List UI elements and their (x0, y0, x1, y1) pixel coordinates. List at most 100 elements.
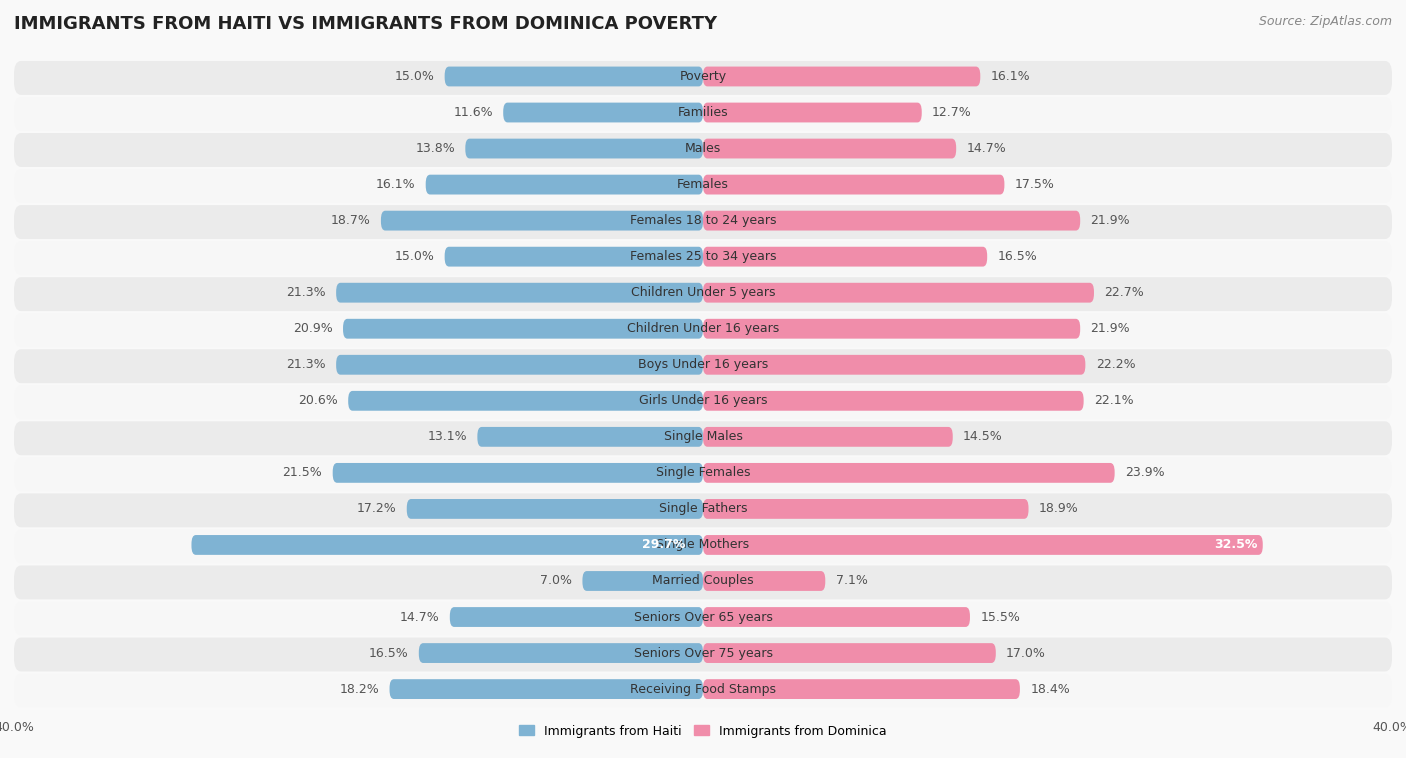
Text: 32.5%: 32.5% (1215, 538, 1257, 552)
FancyBboxPatch shape (336, 355, 703, 374)
FancyBboxPatch shape (406, 499, 703, 518)
Text: 20.9%: 20.9% (292, 322, 333, 335)
Text: 12.7%: 12.7% (932, 106, 972, 119)
FancyBboxPatch shape (444, 247, 703, 267)
Text: 14.7%: 14.7% (966, 142, 1007, 155)
FancyBboxPatch shape (465, 139, 703, 158)
FancyBboxPatch shape (703, 499, 1029, 518)
Text: 18.7%: 18.7% (330, 214, 371, 227)
FancyBboxPatch shape (703, 643, 995, 663)
Text: 21.9%: 21.9% (1091, 214, 1130, 227)
Text: 17.5%: 17.5% (1015, 178, 1054, 191)
Text: 16.5%: 16.5% (368, 647, 409, 659)
FancyBboxPatch shape (14, 133, 1392, 167)
FancyBboxPatch shape (14, 61, 1392, 95)
Text: 18.9%: 18.9% (1039, 503, 1078, 515)
Text: 15.5%: 15.5% (980, 610, 1021, 624)
FancyBboxPatch shape (703, 102, 922, 123)
Text: Receiving Food Stamps: Receiving Food Stamps (630, 683, 776, 696)
Text: 23.9%: 23.9% (1125, 466, 1164, 479)
Text: 11.6%: 11.6% (453, 106, 494, 119)
FancyBboxPatch shape (14, 385, 1392, 419)
Text: Males: Males (685, 142, 721, 155)
FancyBboxPatch shape (333, 463, 703, 483)
Text: 16.1%: 16.1% (375, 178, 415, 191)
Text: Boys Under 16 years: Boys Under 16 years (638, 359, 768, 371)
FancyBboxPatch shape (419, 643, 703, 663)
FancyBboxPatch shape (703, 607, 970, 627)
Text: Seniors Over 65 years: Seniors Over 65 years (634, 610, 772, 624)
Text: 20.6%: 20.6% (298, 394, 337, 407)
Text: 22.2%: 22.2% (1095, 359, 1135, 371)
FancyBboxPatch shape (14, 421, 1392, 456)
Text: Single Fathers: Single Fathers (659, 503, 747, 515)
FancyBboxPatch shape (703, 679, 1019, 699)
FancyBboxPatch shape (703, 139, 956, 158)
Text: Married Couples: Married Couples (652, 575, 754, 587)
Text: Single Males: Single Males (664, 431, 742, 443)
FancyBboxPatch shape (703, 319, 1080, 339)
FancyBboxPatch shape (703, 535, 1263, 555)
FancyBboxPatch shape (444, 67, 703, 86)
FancyBboxPatch shape (14, 313, 1392, 347)
Text: Females: Females (678, 178, 728, 191)
FancyBboxPatch shape (703, 427, 953, 446)
FancyBboxPatch shape (703, 391, 1084, 411)
FancyBboxPatch shape (381, 211, 703, 230)
FancyBboxPatch shape (343, 319, 703, 339)
Text: Females 25 to 34 years: Females 25 to 34 years (630, 250, 776, 263)
Text: 21.5%: 21.5% (283, 466, 322, 479)
Legend: Immigrants from Haiti, Immigrants from Dominica: Immigrants from Haiti, Immigrants from D… (515, 719, 891, 743)
FancyBboxPatch shape (703, 247, 987, 267)
FancyBboxPatch shape (14, 637, 1392, 672)
Text: 7.0%: 7.0% (540, 575, 572, 587)
FancyBboxPatch shape (14, 674, 1392, 707)
Text: Children Under 16 years: Children Under 16 years (627, 322, 779, 335)
Text: 15.0%: 15.0% (395, 70, 434, 83)
FancyBboxPatch shape (14, 169, 1392, 203)
Text: 16.5%: 16.5% (997, 250, 1038, 263)
FancyBboxPatch shape (703, 174, 1004, 195)
Text: 22.1%: 22.1% (1094, 394, 1133, 407)
FancyBboxPatch shape (14, 457, 1392, 491)
FancyBboxPatch shape (389, 679, 703, 699)
FancyBboxPatch shape (703, 463, 1115, 483)
FancyBboxPatch shape (478, 427, 703, 446)
Text: Seniors Over 75 years: Seniors Over 75 years (634, 647, 772, 659)
FancyBboxPatch shape (703, 67, 980, 86)
FancyBboxPatch shape (14, 205, 1392, 239)
Text: 21.3%: 21.3% (287, 359, 326, 371)
FancyBboxPatch shape (14, 529, 1392, 563)
FancyBboxPatch shape (14, 97, 1392, 131)
FancyBboxPatch shape (14, 277, 1392, 311)
Text: 18.4%: 18.4% (1031, 683, 1070, 696)
Text: IMMIGRANTS FROM HAITI VS IMMIGRANTS FROM DOMINICA POVERTY: IMMIGRANTS FROM HAITI VS IMMIGRANTS FROM… (14, 15, 717, 33)
Text: 22.7%: 22.7% (1104, 287, 1144, 299)
FancyBboxPatch shape (703, 283, 1094, 302)
Text: 14.7%: 14.7% (399, 610, 440, 624)
Text: 13.1%: 13.1% (427, 431, 467, 443)
Text: Females 18 to 24 years: Females 18 to 24 years (630, 214, 776, 227)
Text: 29.7%: 29.7% (643, 538, 686, 552)
FancyBboxPatch shape (349, 391, 703, 411)
Text: Children Under 5 years: Children Under 5 years (631, 287, 775, 299)
Text: Families: Families (678, 106, 728, 119)
Text: 13.8%: 13.8% (415, 142, 456, 155)
FancyBboxPatch shape (703, 211, 1080, 230)
FancyBboxPatch shape (14, 565, 1392, 600)
FancyBboxPatch shape (336, 283, 703, 302)
FancyBboxPatch shape (703, 571, 825, 591)
Text: 7.1%: 7.1% (835, 575, 868, 587)
FancyBboxPatch shape (582, 571, 703, 591)
Text: Single Females: Single Females (655, 466, 751, 479)
FancyBboxPatch shape (14, 241, 1392, 275)
FancyBboxPatch shape (14, 602, 1392, 635)
FancyBboxPatch shape (503, 102, 703, 123)
FancyBboxPatch shape (191, 535, 703, 555)
Text: 15.0%: 15.0% (395, 250, 434, 263)
Text: 21.3%: 21.3% (287, 287, 326, 299)
Text: 17.2%: 17.2% (357, 503, 396, 515)
FancyBboxPatch shape (14, 349, 1392, 383)
FancyBboxPatch shape (703, 355, 1085, 374)
Text: Girls Under 16 years: Girls Under 16 years (638, 394, 768, 407)
